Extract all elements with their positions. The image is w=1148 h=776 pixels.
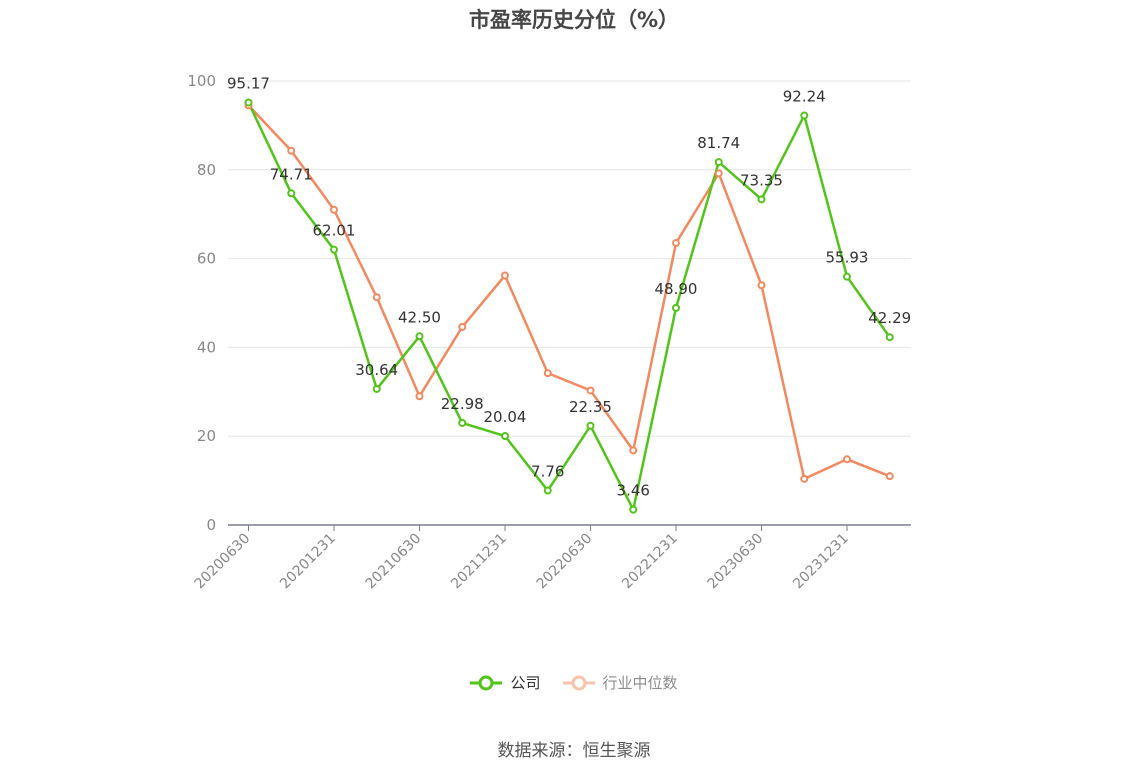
grid-lines (228, 80, 911, 437)
data-point-industry (586, 386, 595, 395)
x-tick-label: 20200630 (192, 531, 254, 593)
y-tick-label: 80 (197, 161, 216, 179)
legend: 公司 行业中位数 (0, 672, 1148, 693)
data-point-company (586, 421, 595, 430)
data-label: 20.04 (484, 408, 527, 426)
x-tick-label: 20230630 (705, 531, 767, 593)
x-tick-label: 20211231 (448, 531, 510, 593)
data-label: 42.50 (398, 308, 441, 326)
x-tick-label: 20201231 (277, 531, 339, 593)
data-label: 95.17 (227, 74, 270, 92)
legend-marker-company-icon (470, 675, 503, 690)
data-label: 22.35 (569, 398, 612, 416)
data-label: 73.35 (740, 171, 783, 189)
data-label: 30.64 (355, 361, 398, 379)
data-points (244, 98, 894, 514)
data-point-company (672, 303, 680, 312)
x-tick-label: 20210630 (363, 531, 425, 593)
data-point-company (415, 332, 424, 341)
y-tick-label: 100 (187, 72, 216, 90)
data-label: 74.71 (270, 165, 313, 183)
data-point-company (714, 158, 723, 167)
legend-item-industry[interactable]: 行业中位数 (562, 672, 678, 693)
data-point-industry (415, 392, 424, 401)
data-point-industry (330, 205, 338, 214)
data-point-industry (714, 169, 723, 178)
data-point-industry (672, 239, 680, 248)
data-label: 62.01 (313, 222, 356, 240)
y-tick-label: 60 (197, 250, 216, 268)
data-point-industry (843, 455, 851, 464)
data-point-industry (287, 146, 296, 155)
data-point-company (287, 189, 296, 198)
data-point-company (757, 195, 766, 204)
line-chart: 0 20 40 60 80 100 20200630 20201231 20210630 2021… (187, 72, 911, 592)
series-line-industry (247, 104, 891, 481)
data-label: 55.93 (826, 249, 869, 267)
data-point-industry (543, 369, 552, 378)
data-point-company (372, 384, 381, 393)
data-point-company (885, 333, 894, 342)
y-tick-label: 40 (197, 338, 216, 356)
data-label: 42.29 (868, 309, 911, 327)
data-point-company (244, 98, 253, 107)
data-point-industry (501, 271, 509, 280)
data-point-industry (458, 322, 467, 331)
data-point-company (629, 505, 638, 514)
data-label: 22.98 (441, 395, 484, 413)
data-label: 48.90 (655, 280, 698, 298)
chart-title: 市盈率历史分位（%） (468, 8, 680, 32)
data-point-company (843, 272, 851, 281)
data-point-company (800, 111, 809, 120)
data-point-industry (800, 474, 809, 483)
y-tick-label: 20 (197, 427, 216, 445)
legend-item-company[interactable]: 公司 (470, 672, 541, 693)
data-point-company (330, 245, 338, 254)
series-lines (247, 101, 891, 511)
series-line-company (247, 101, 891, 511)
legend-marker-industry-icon (562, 675, 595, 690)
data-point-industry (629, 446, 638, 455)
legend-label-company: 公司 (510, 674, 541, 692)
data-label: 3.46 (617, 482, 650, 500)
data-label: 7.76 (531, 463, 564, 481)
data-point-company (458, 418, 467, 427)
data-source: 数据来源：恒生聚源 (497, 741, 651, 761)
data-point-industry (757, 281, 766, 290)
data-point-industry (372, 293, 381, 302)
y-tick-label: 0 (206, 516, 216, 534)
x-tick-label: 20221231 (619, 531, 681, 593)
data-point-industry (885, 472, 894, 481)
data-label: 92.24 (783, 87, 826, 105)
x-tick-label: 20231231 (790, 531, 852, 593)
axes: 0 20 40 60 80 100 20200630 20201231 20210630 2021… (187, 72, 911, 592)
data-point-company (543, 486, 552, 495)
x-tick-label: 20220630 (534, 531, 596, 593)
data-label: 81.74 (697, 134, 740, 152)
legend-label-industry: 行业中位数 (602, 674, 678, 692)
data-point-company (501, 432, 509, 441)
